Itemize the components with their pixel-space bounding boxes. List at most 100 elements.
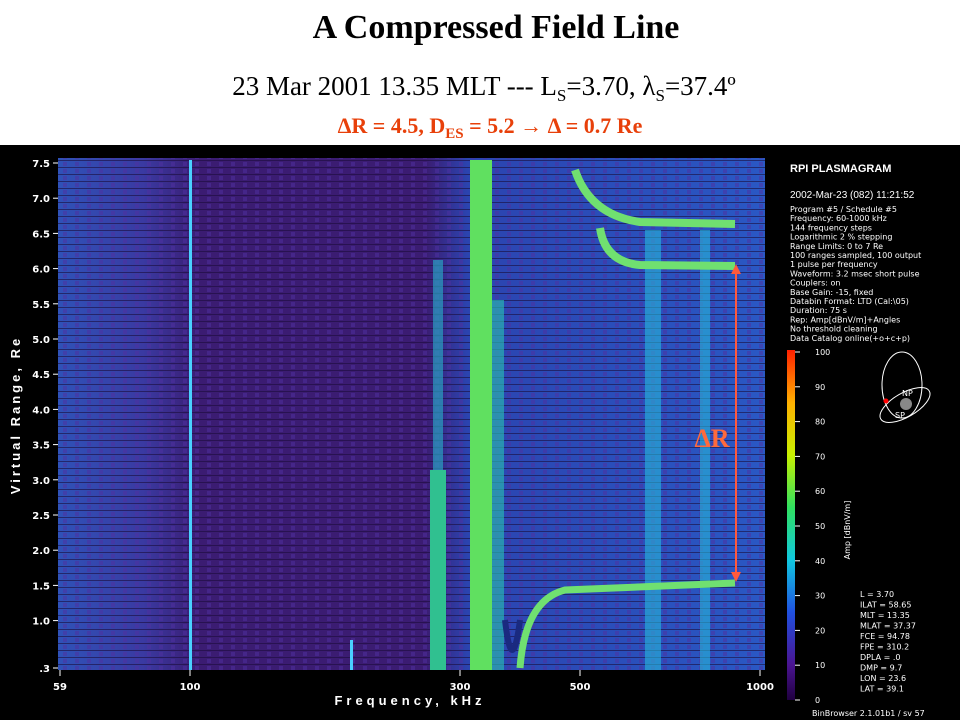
subtitle: 23 Mar 2001 13.35 MLT --- LS=3.70, λS=37… <box>232 71 736 105</box>
echo-trace <box>571 168 736 228</box>
param-line: FPE = 310.2 <box>860 643 909 652</box>
x-tick-label: 500 <box>570 682 591 693</box>
info-line: 1 pulse per frequency <box>790 260 878 269</box>
info-line: Base Gain: -15, fixed <box>790 288 873 297</box>
y-axis-label: Virtual Range, Re <box>8 336 23 494</box>
y-tick-label: 6.5 <box>32 229 50 240</box>
param-line: DMP = 9.7 <box>860 664 902 673</box>
info-line: 100 ranges sampled, 100 output <box>790 251 921 260</box>
colorbar-tick-label: 10 <box>815 661 825 670</box>
x-tick-label: 300 <box>450 682 471 693</box>
subscript: S <box>655 86 664 105</box>
subscript: ES <box>445 126 463 142</box>
signal-band <box>645 230 661 670</box>
x-ticks: 59 100 300 500 1000 <box>53 670 774 693</box>
signal-band <box>433 260 443 470</box>
colorbar-tick-label: 20 <box>815 626 825 635</box>
footer: BinBrowser 2.1.01b1 / sv 57 <box>812 709 925 718</box>
colorbar-tick-label: 80 <box>815 418 825 427</box>
colorbar-tick-label: 50 <box>815 522 825 531</box>
echo-trace <box>516 579 736 669</box>
param-line: FCE = 94.78 <box>860 632 910 641</box>
colorbar-tick-label: 60 <box>815 487 825 496</box>
y-tick-label: 5.5 <box>32 300 50 311</box>
orbit-label: NP <box>902 389 913 398</box>
info-line: Rep: Amp[dBnV/m]+Angles <box>790 315 900 324</box>
earth <box>900 398 912 410</box>
y-tick-label: 3.0 <box>32 476 50 487</box>
signal-line <box>350 640 353 670</box>
y-tick-label: 4.5 <box>32 370 50 381</box>
panel-title: RPI PLASMAGRAM <box>790 163 891 175</box>
signal-band <box>700 230 710 670</box>
title: A Compressed Field Line <box>313 9 680 46</box>
colorbar-tick-label: 70 <box>815 452 825 461</box>
info-line: Waveform: 3.2 msec short pulse <box>790 269 920 278</box>
trace-dip <box>502 619 523 653</box>
param-line: LAT = 39.1 <box>860 685 904 694</box>
signal-band <box>470 160 492 670</box>
info-line: No threshold cleaning <box>790 325 878 334</box>
x-tick-label: 59 <box>53 682 67 693</box>
info-line: 144 frequency steps <box>790 223 872 232</box>
echo-trace <box>596 227 736 270</box>
y-ticks: 7.5 7.0 6.5 6.0 5.5 5.0 4.5 4.0 3.5 3.0 2.5 2.0 1.5 1… <box>32 159 58 675</box>
y-tick-label: 2.0 <box>32 546 50 557</box>
info-line: Couplers: on <box>790 279 840 288</box>
y-tick-label: 1.0 <box>32 617 50 628</box>
timestamp: 2002-Mar-23 (082) 11:21:52 <box>790 190 915 201</box>
y-tick-label: 4.0 <box>32 405 50 416</box>
param-line: MLT = 13.35 <box>860 611 910 620</box>
param-line: DPLA = .0 <box>860 653 901 662</box>
y-tick-label: .3 <box>39 664 50 675</box>
signal-band <box>492 300 504 670</box>
formula: ΔR = 4.5, DES = 5.2 → Δ = 0.7 Re <box>338 113 643 142</box>
x-axis-label: Frequency, kHz <box>334 693 485 708</box>
subtitle-part: =37.4º <box>665 71 736 101</box>
colorbar-label: Amp [dBnV/m] <box>843 501 852 560</box>
subtitle-part: 23 Mar 2001 13.35 MLT --- L <box>232 71 557 101</box>
colorbar-tick-label: 90 <box>815 383 825 392</box>
orbit <box>881 351 923 419</box>
y-tick-label: 3.5 <box>32 441 50 452</box>
info-line: Data Catalog online(+o+c+p) <box>790 334 910 343</box>
y-tick-label: 6.0 <box>32 265 50 276</box>
subtitle-part: =3.70, <box>566 71 642 101</box>
colorbar-tick-label: 30 <box>815 592 825 601</box>
orbit-label: SP <box>895 411 905 420</box>
y-tick-label: 1.5 <box>32 581 50 592</box>
info-line: Range Limits: 0 to 7 Re <box>790 242 883 251</box>
colorbar-tick-label: 40 <box>815 557 825 566</box>
formula-part: = 5.2 → Δ = 0.7 Re <box>464 113 643 138</box>
param-line: LON = 23.6 <box>860 674 906 683</box>
info-line: Databin Format: LTD (Cal:\05) <box>790 297 909 306</box>
y-tick-label: 7.5 <box>32 159 50 170</box>
colorbar-tick-label: 0 <box>815 696 820 705</box>
y-tick-label: 2.5 <box>32 511 50 522</box>
colorbar <box>787 350 795 700</box>
y-tick-label: 7.0 <box>32 194 50 205</box>
info-line: Frequency: 60-1000 kHz <box>790 214 887 223</box>
subtitle-part: λ <box>642 71 655 101</box>
param-line: MLAT = 37.37 <box>860 622 916 631</box>
satellite <box>883 398 889 404</box>
signal-band <box>430 470 446 670</box>
info-line: Logarithmic 2 % stepping <box>790 233 892 242</box>
x-tick-label: 100 <box>180 682 201 693</box>
info-line: Program #5 / Schedule #5 <box>790 205 897 214</box>
subscript: S <box>557 86 566 105</box>
orbit <box>879 387 931 423</box>
colorbar-tick-label: 100 <box>815 348 830 357</box>
annotation: ΔR <box>694 424 729 453</box>
x-tick-label: 1000 <box>746 682 774 693</box>
param-line: ILAT = 58.65 <box>860 601 911 610</box>
y-tick-label: 5.0 <box>32 335 50 346</box>
param-line: L = 3.70 <box>860 590 894 599</box>
signal-line <box>189 160 192 670</box>
info-line: Duration: 75 s <box>790 306 847 315</box>
formula-part: ΔR = 4.5, D <box>338 113 446 138</box>
